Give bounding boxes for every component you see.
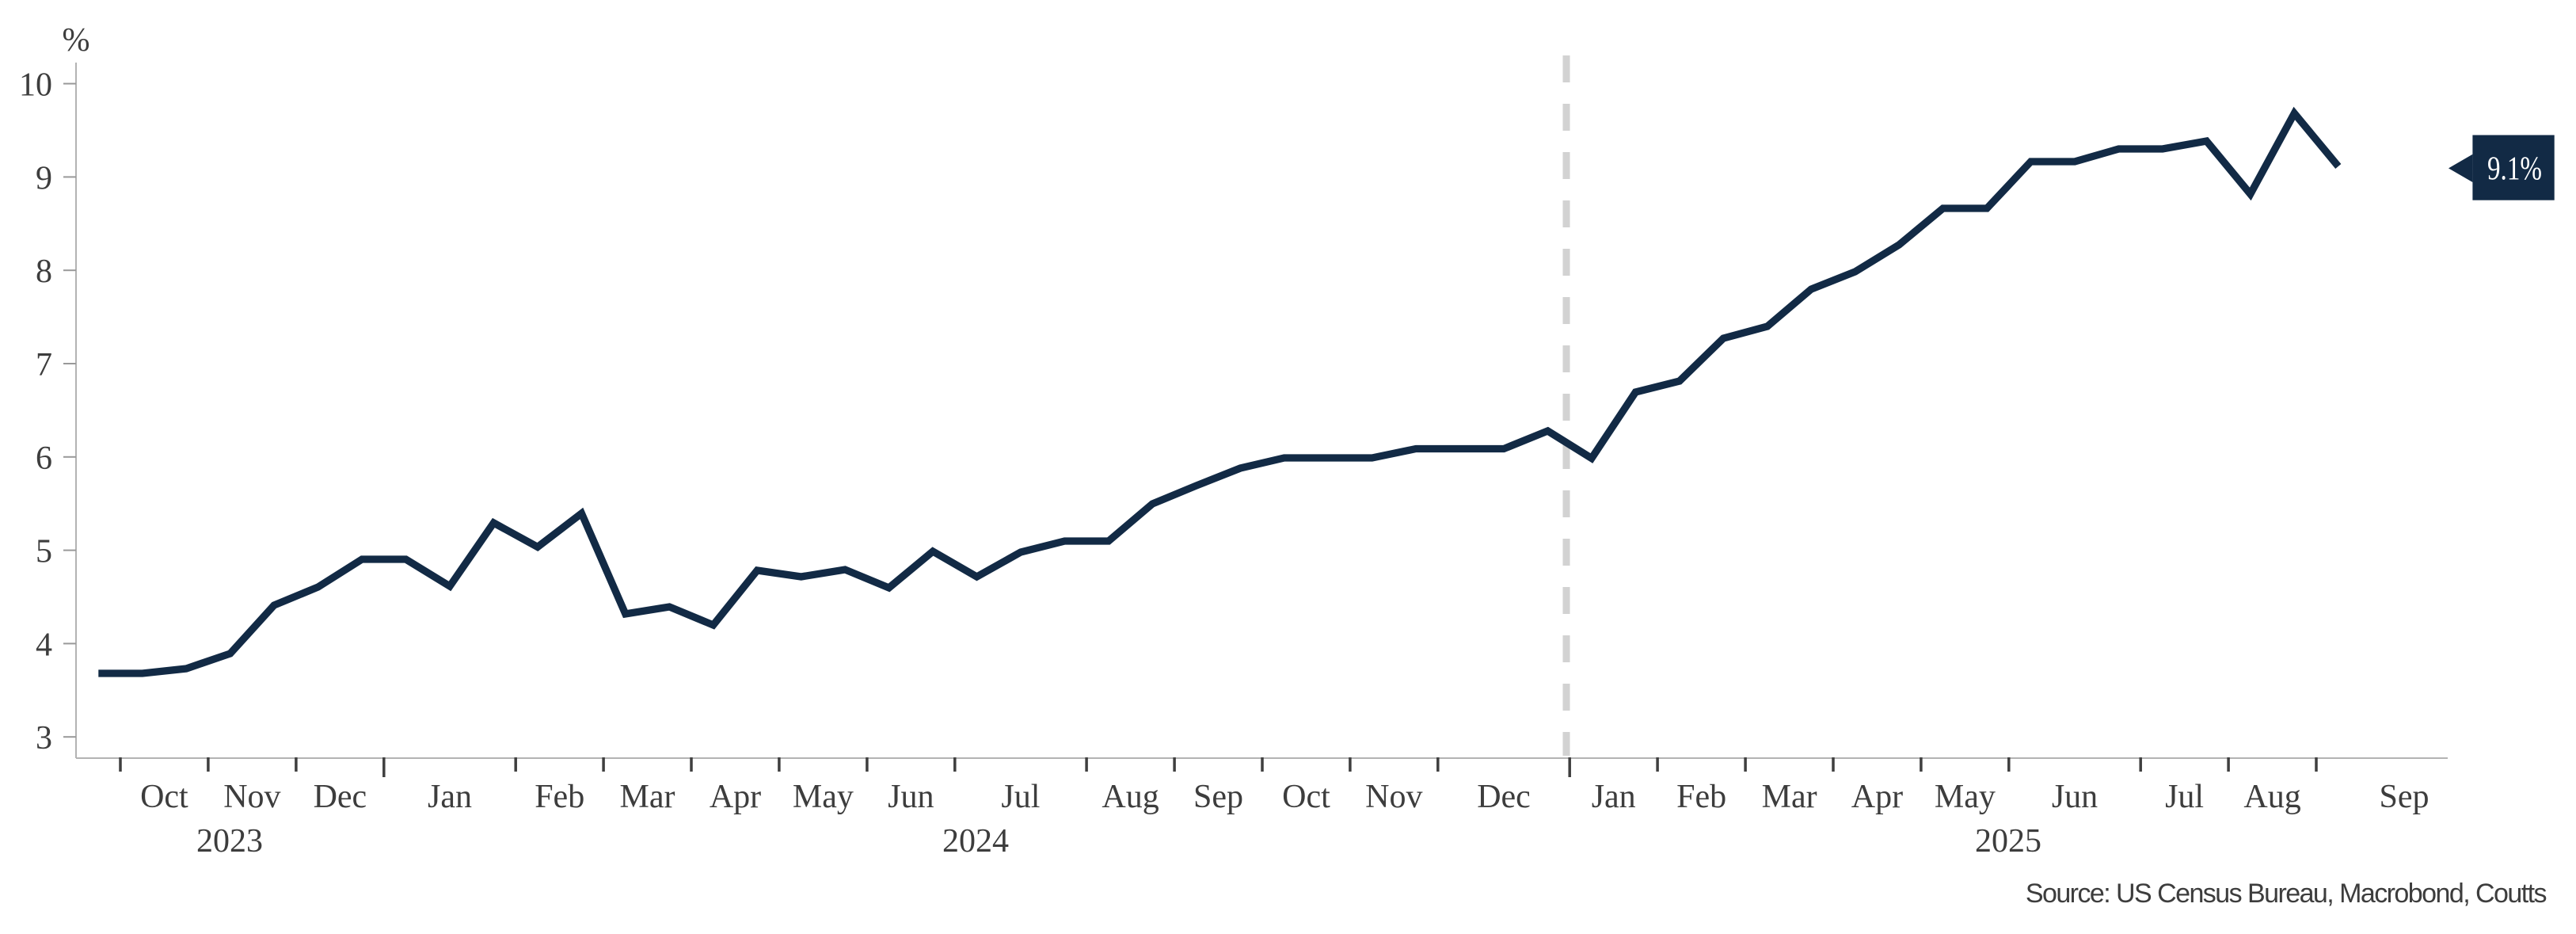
svg-text:Aug: Aug — [2243, 779, 2300, 815]
svg-text:Jul: Jul — [2165, 779, 2204, 815]
svg-text:Source: US Census Bureau, Macr: Source: US Census Bureau, Macrobond, Cou… — [2026, 879, 2547, 909]
svg-text:Dec: Dec — [314, 779, 367, 815]
svg-text:Oct: Oct — [140, 779, 188, 815]
svg-text:Nov: Nov — [1365, 779, 1422, 815]
svg-text:9: 9 — [36, 160, 52, 196]
svg-text:May: May — [1935, 779, 1996, 815]
svg-text:Apr: Apr — [1851, 779, 1903, 815]
svg-text:5: 5 — [36, 534, 52, 570]
svg-text:Oct: Oct — [1282, 779, 1330, 815]
svg-text:6: 6 — [36, 440, 52, 477]
svg-text:Jul: Jul — [1001, 779, 1040, 815]
svg-text:9.1%: 9.1% — [2487, 151, 2542, 188]
svg-text:Mar: Mar — [620, 779, 675, 815]
svg-text:May: May — [793, 779, 854, 815]
svg-text:Feb: Feb — [535, 779, 584, 815]
svg-text:Jan: Jan — [428, 779, 472, 815]
svg-text:Jan: Jan — [1592, 779, 1636, 815]
svg-text:2023: 2023 — [196, 823, 263, 860]
svg-text:Dec: Dec — [1477, 779, 1531, 815]
svg-text:Apr: Apr — [710, 779, 761, 815]
svg-text:Nov: Nov — [223, 779, 280, 815]
svg-text:7: 7 — [36, 347, 52, 383]
svg-text:Sep: Sep — [1193, 779, 1243, 815]
svg-text:4: 4 — [36, 627, 52, 663]
svg-text:3: 3 — [36, 720, 52, 757]
svg-text:Feb: Feb — [1676, 779, 1726, 815]
svg-text:8: 8 — [36, 254, 52, 290]
svg-text:10: 10 — [19, 67, 52, 104]
svg-text:2025: 2025 — [1975, 823, 2041, 860]
svg-text:Jun: Jun — [888, 779, 934, 815]
svg-text:Jun: Jun — [2052, 779, 2098, 815]
svg-text:%: % — [63, 22, 90, 59]
svg-text:Sep: Sep — [2380, 779, 2430, 815]
svg-text:Mar: Mar — [1762, 779, 1817, 815]
svg-text:2024: 2024 — [942, 823, 1009, 860]
svg-text:Aug: Aug — [1102, 779, 1159, 815]
